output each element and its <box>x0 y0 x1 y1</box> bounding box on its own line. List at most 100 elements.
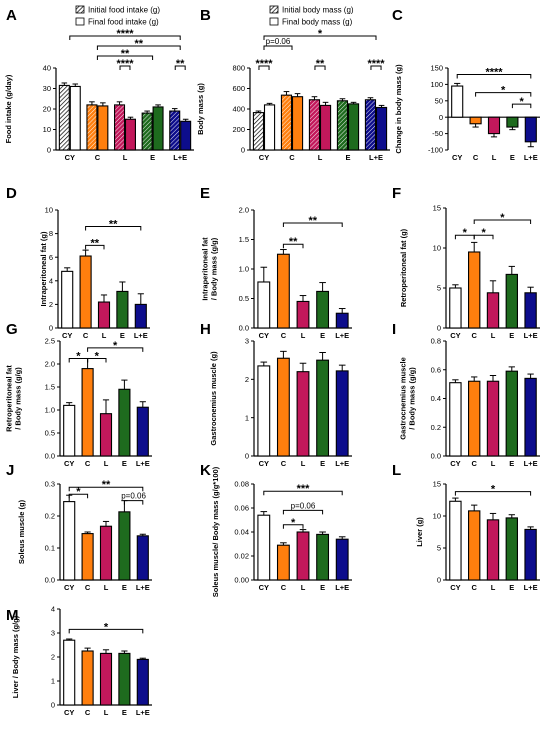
significance-bracket <box>174 65 186 70</box>
x-tick-label: E <box>320 459 325 468</box>
x-tick-label: L <box>301 459 306 468</box>
panel-letter: H <box>200 321 211 338</box>
y-tick-label: 0 <box>241 146 245 155</box>
x-tick-label: L <box>301 331 306 340</box>
y-axis-label: Change in body mass (g) <box>394 64 403 154</box>
panel-letter: G <box>6 321 18 338</box>
bar <box>99 652 113 706</box>
bar <box>336 100 349 151</box>
bar <box>449 500 462 581</box>
significance-bracket <box>282 524 304 529</box>
x-tick-label: L <box>104 583 109 592</box>
significance-label: ** <box>91 237 100 249</box>
significance-label: * <box>291 517 296 529</box>
y-axis-label: Soleus muscle (g) <box>17 499 26 564</box>
y-tick-label: 2.0 <box>239 206 249 215</box>
y-tick-label: 4 <box>49 276 53 285</box>
significance-label: * <box>95 350 100 362</box>
y-tick-label: 10 <box>45 206 53 215</box>
bar <box>524 292 537 329</box>
y-axis-label-line: Liver (g) <box>415 517 424 547</box>
x-tick-label: L+E <box>335 459 349 468</box>
significance-label: * <box>104 621 109 633</box>
x-tick-label: C <box>85 459 91 468</box>
bar <box>486 292 500 329</box>
y-tick-label: 0.5 <box>45 429 55 438</box>
y-tick-label: 4 <box>51 605 55 614</box>
bar <box>468 380 481 457</box>
x-tick-label: CY <box>259 331 269 340</box>
x-tick-label: C <box>473 153 479 162</box>
y-tick-label: 1 <box>245 413 249 422</box>
x-tick-label: L <box>492 153 497 162</box>
significance-label: **** <box>255 58 273 70</box>
bar <box>252 112 265 151</box>
bar <box>280 94 293 151</box>
bar <box>505 517 518 581</box>
y-axis-label: Body mass (g) <box>196 83 205 135</box>
x-tick-label: CY <box>259 459 269 468</box>
bar <box>180 120 192 151</box>
x-tick-label: L+E <box>369 153 383 162</box>
significance-label: ** <box>135 38 144 50</box>
x-tick-label: C <box>471 331 477 340</box>
bar <box>486 519 500 581</box>
significance-bracket <box>473 234 494 240</box>
bar <box>99 413 113 457</box>
significance-bracket <box>454 491 532 496</box>
bar <box>451 85 464 118</box>
bar <box>468 251 481 329</box>
x-tick-label: CY <box>65 153 75 162</box>
y-axis-label: Gastrocnemius muscle / Body mass (g/g) <box>399 357 417 440</box>
x-tick-label: E <box>345 153 350 162</box>
significance-bracket <box>282 222 343 227</box>
y-tick-label: 0.00 <box>234 576 249 585</box>
significance-bracket <box>87 357 107 363</box>
y-axis-label-line: Gastrocnemius muscle (g) <box>209 351 218 446</box>
bar <box>124 118 136 151</box>
x-tick-label: L+E <box>173 153 187 162</box>
y-tick-label: 0.08 <box>234 480 249 489</box>
y-tick-label: 2.0 <box>45 360 55 369</box>
y-axis-label: Liver (g) <box>415 517 424 547</box>
significance-bracket <box>370 65 382 70</box>
bar <box>134 303 147 329</box>
bar <box>97 105 109 151</box>
y-tick-label: 1.5 <box>45 383 55 392</box>
bar <box>169 110 181 151</box>
panel-letter: J <box>6 462 14 479</box>
y-axis-label-line: Retroperitoneal fat (g) <box>399 228 408 307</box>
y-axis-label-line: Change in body mass (g) <box>394 64 403 154</box>
y-axis-label-line: Body mass (g) <box>196 83 205 135</box>
significance-bracket <box>119 65 131 70</box>
legend-label-initial: Initial body mass (g) <box>282 6 354 15</box>
y-tick-label: 150 <box>430 64 443 73</box>
bar <box>63 404 76 457</box>
significance-label: * <box>501 85 506 97</box>
significance-bracket <box>263 45 293 50</box>
x-tick-label: E <box>122 583 127 592</box>
bar <box>449 382 462 457</box>
panel-letter: B <box>200 7 211 24</box>
x-tick-label: CY <box>62 331 72 340</box>
panel-k: K Soleus muscle/ Body mass (g/g*100) 0.00 0… <box>200 462 352 597</box>
x-tick-label: E <box>509 331 514 340</box>
significance-bracket <box>68 486 144 492</box>
x-tick-label: CY <box>450 459 460 468</box>
x-tick-label: L <box>491 583 496 592</box>
significance-bracket <box>282 243 304 249</box>
y-tick-label: 10 <box>43 125 51 134</box>
x-tick-label: C <box>471 459 477 468</box>
panel-g: G Retroperitoneal fat / Body mass (g/g) 0.0… <box>5 321 152 468</box>
significance-label: p=0.06 <box>266 37 291 46</box>
bar <box>118 388 131 457</box>
bar <box>449 287 462 329</box>
significance-bracket <box>123 500 144 505</box>
x-tick-label: C <box>85 708 91 717</box>
legend-label-initial: Initial food intake (g) <box>88 6 160 15</box>
y-tick-label: 1.0 <box>45 406 55 415</box>
y-tick-label: 0.0 <box>45 576 55 585</box>
x-tick-label: E <box>122 459 127 468</box>
